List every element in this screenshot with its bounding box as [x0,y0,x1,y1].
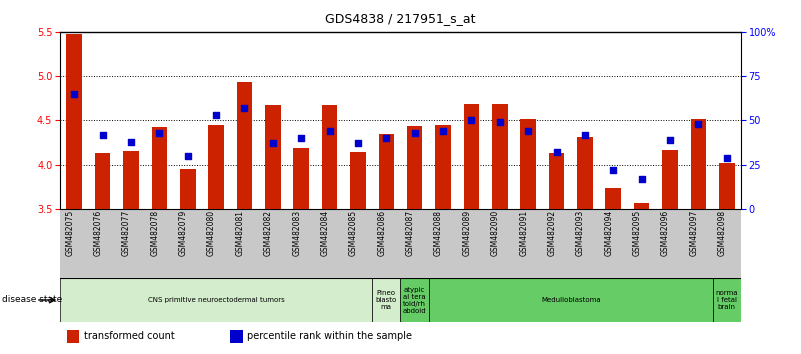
Point [323,128,336,134]
Text: GSM482096: GSM482096 [661,210,670,257]
Text: CNS primitive neuroectodermal tumors: CNS primitive neuroectodermal tumors [147,297,284,303]
Bar [60,278,372,322]
Bar [407,126,422,209]
Text: transformed count: transformed count [84,331,175,342]
Point [578,132,591,137]
Text: GSM482093: GSM482093 [576,210,585,257]
Text: percentile rank within the sample: percentile rank within the sample [247,331,412,342]
Bar [400,278,429,322]
Text: GSM482085: GSM482085 [349,210,358,256]
Point [153,130,166,136]
Text: GSM482098: GSM482098 [718,210,727,256]
Bar [719,163,735,209]
Bar [606,188,621,209]
Bar [180,169,195,209]
Point [295,135,308,141]
Text: norma
l fetal
brain: norma l fetal brain [715,290,738,310]
Text: GSM482081: GSM482081 [235,210,244,256]
Bar [236,82,252,209]
Point [663,137,676,143]
Text: atypic
al tera
toid/rh
abdoid: atypic al tera toid/rh abdoid [403,286,426,314]
Text: GSM482079: GSM482079 [179,210,187,257]
Bar [429,278,713,322]
Bar [713,278,741,322]
Bar [662,150,678,209]
Point [607,167,620,173]
Point [493,119,506,125]
Bar [123,152,139,209]
Bar [67,330,79,343]
Point [720,155,733,160]
Point [550,149,563,155]
Text: GSM482089: GSM482089 [462,210,472,256]
Bar [95,153,111,209]
Text: GDS4838 / 217951_s_at: GDS4838 / 217951_s_at [325,12,476,25]
Text: GSM482086: GSM482086 [377,210,386,256]
Bar [151,127,167,209]
Bar [464,104,479,209]
Point [465,118,478,123]
Bar [690,119,706,209]
Text: GSM482082: GSM482082 [264,210,273,256]
Point [238,105,251,111]
Point [96,132,109,137]
Text: GSM482075: GSM482075 [65,210,74,257]
Point [521,128,534,134]
Bar [208,125,224,209]
Bar [492,104,508,209]
Text: GSM482097: GSM482097 [690,210,698,257]
Bar [379,134,394,209]
Text: GSM482083: GSM482083 [292,210,301,256]
Text: GSM482078: GSM482078 [151,210,159,256]
Text: GSM482080: GSM482080 [207,210,216,256]
Point [68,91,81,97]
Point [409,130,421,136]
Bar [350,152,366,209]
Bar [634,202,650,209]
Bar [372,278,400,322]
Point [352,141,364,146]
Bar [521,120,536,209]
Bar [293,148,309,209]
Text: GSM482088: GSM482088 [434,210,443,256]
Point [210,112,223,118]
Point [635,176,648,182]
Point [125,139,138,144]
Bar [577,137,593,209]
Text: GSM482087: GSM482087 [405,210,415,256]
Bar [231,330,243,343]
Text: GSM482095: GSM482095 [633,210,642,257]
Point [267,141,280,146]
Text: GSM482090: GSM482090 [491,210,500,257]
Text: Medulloblastoma: Medulloblastoma [541,297,601,303]
Point [692,121,705,127]
Bar [66,34,82,209]
Text: GSM482076: GSM482076 [94,210,103,257]
Bar [322,105,337,209]
Point [181,153,194,159]
Text: GSM482077: GSM482077 [122,210,131,257]
Text: GSM482094: GSM482094 [604,210,614,257]
Bar [265,105,280,209]
Bar [435,125,451,209]
Text: GSM482092: GSM482092 [548,210,557,256]
Text: GSM482084: GSM482084 [320,210,329,256]
Point [437,128,449,134]
Text: disease state: disease state [2,295,62,304]
Text: Pineo
blasto
ma: Pineo blasto ma [376,290,397,310]
Text: GSM482091: GSM482091 [519,210,528,256]
Bar [549,153,565,209]
Point [380,135,392,141]
